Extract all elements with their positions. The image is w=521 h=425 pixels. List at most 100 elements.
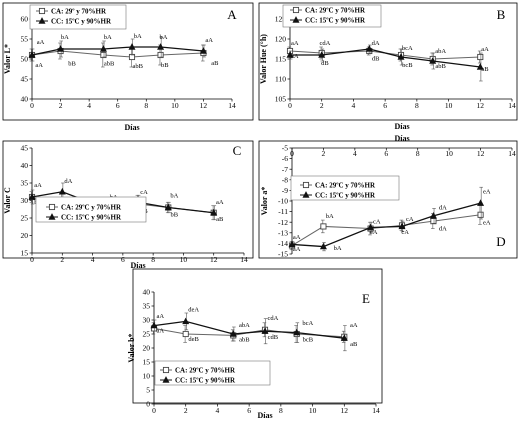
x-tick-label: 10 — [445, 149, 453, 158]
x-tick-label: 2 — [60, 255, 64, 264]
legend-label: CC: 15ºC y 90%HR — [61, 214, 122, 222]
data-point-triangle — [476, 63, 484, 70]
data-point-triangle — [199, 47, 207, 54]
legend-label: CC: 15ºC y 90%HR — [305, 17, 366, 25]
x-tick-label: 10 — [171, 101, 179, 110]
series-line-cc — [291, 202, 481, 248]
significance-label: cA — [140, 189, 148, 196]
y-tick-label: 45 — [21, 144, 29, 153]
x-tick-label: 10 — [445, 101, 453, 110]
data-point-square — [128, 53, 136, 61]
data-point-triangle — [58, 187, 66, 195]
significance-label: aA — [157, 328, 165, 335]
panel-d-frame — [258, 140, 518, 259]
data-point-triangle — [28, 51, 36, 58]
legend-label: CC: 15ºC y 90%HR — [315, 192, 376, 200]
significance-label: cdB — [268, 334, 279, 341]
significance-label: aB — [216, 216, 224, 223]
x-tick-label: 14 — [508, 149, 516, 158]
y-tick-label: -12 — [278, 218, 288, 227]
significance-label: eA — [483, 219, 491, 226]
data-point-triangle — [429, 57, 437, 64]
legend-marker-triangle — [48, 213, 56, 220]
significance-label: abB — [132, 63, 143, 70]
significance-label: cdA — [319, 40, 330, 47]
legend-label: CC: 15ºC y 90%HR — [175, 377, 236, 385]
x-tick-label: 8 — [416, 149, 420, 158]
y-tick-label: -9 — [282, 186, 288, 195]
data-point-triangle — [288, 240, 296, 248]
significance-label: abA — [239, 322, 250, 329]
x-tick-label: 0 — [288, 101, 292, 110]
legend-label: CA: 29ºC y 70%HR — [305, 7, 366, 15]
panel-a-frame — [2, 2, 254, 121]
significance-label: dA — [439, 226, 447, 233]
x-tick-label: 10 — [309, 406, 317, 415]
y-tick-label: -5 — [282, 144, 288, 153]
y-tick-label: 115 — [275, 55, 286, 64]
significance-label: cA — [401, 229, 409, 236]
y-tick-label: 125 — [275, 15, 287, 24]
data-point-triangle — [318, 51, 326, 58]
panel-letter: A — [227, 7, 237, 22]
significance-label: aA — [37, 39, 45, 46]
y-axis-label: Valor C — [3, 187, 12, 214]
significance-label: dA — [64, 178, 72, 185]
data-point-triangle — [319, 242, 327, 250]
legend-label: CA: 29º y 70%HR — [51, 8, 107, 16]
y-tick-label: 15 — [21, 249, 29, 258]
data-point-triangle — [157, 43, 165, 50]
data-point-square — [100, 51, 107, 59]
legend-marker-square — [48, 203, 56, 211]
significance-label: abB — [239, 337, 250, 344]
data-point-triangle — [57, 45, 65, 52]
data-point-triangle — [150, 321, 158, 329]
x-tick-label: 2 — [184, 406, 188, 415]
data-point-triangle — [182, 317, 190, 325]
y-tick-label: 25 — [143, 330, 151, 339]
x-tick-label: 0 — [290, 149, 294, 158]
y-tick-label: 25 — [21, 214, 29, 223]
data-point-triangle — [229, 330, 237, 337]
series-line-cc — [153, 320, 345, 339]
panel-c: 15 20 25 30 35 40 45 0 2 4 6 8 10 12 14 Días Valor C CaA b… — [2, 140, 254, 270]
x-tick-label: 8 — [279, 406, 283, 415]
x-tick-label: 4 — [91, 255, 95, 264]
significance-label: aA — [350, 322, 358, 329]
data-point-square — [477, 211, 484, 218]
significance-label: aB — [481, 66, 489, 73]
legend-box — [154, 360, 271, 386]
significance-label: dB — [321, 60, 329, 67]
significance-label: abB — [435, 63, 446, 70]
panel-letter: E — [362, 291, 370, 306]
significance-label: bA — [326, 213, 334, 220]
significance-label: bB — [161, 62, 169, 69]
legend-marker-square — [292, 6, 300, 14]
significance-label: dA — [372, 40, 380, 47]
x-tick-label: 4 — [216, 406, 220, 415]
x-tick-label: 14 — [228, 101, 236, 110]
y-tick-label: 40 — [21, 161, 29, 170]
significance-label: bA — [159, 34, 167, 41]
x-tick-label: 6 — [116, 101, 120, 110]
panel-a: 40 45 50 55 60 0 2 4 6 8 10 12 14 Días Valor L* AaA aA bA… — [2, 2, 254, 132]
x-axis-label: Días — [257, 411, 272, 420]
series-line-cc — [290, 48, 481, 68]
x-tick-label: 12 — [210, 255, 218, 264]
y-tick-label: 20 — [143, 344, 151, 353]
significance-label: bcB — [402, 62, 413, 69]
data-point-square — [182, 330, 189, 338]
y-tick-label: 35 — [21, 179, 29, 188]
data-point-square — [157, 51, 164, 59]
data-point-triangle — [477, 199, 485, 206]
significance-label: abB — [104, 60, 115, 67]
legend-label: CA: 29ºC y 70%HR — [315, 182, 376, 190]
panel-letter: B — [497, 7, 506, 22]
significance-label: aA — [293, 234, 301, 241]
panel-b-frame — [258, 2, 518, 121]
x-tick-label: 2 — [322, 149, 326, 158]
x-tick-label: 14 — [240, 255, 248, 264]
y-tick-label: 10 — [143, 372, 151, 381]
y-axis-label: Valor a* — [260, 187, 269, 216]
